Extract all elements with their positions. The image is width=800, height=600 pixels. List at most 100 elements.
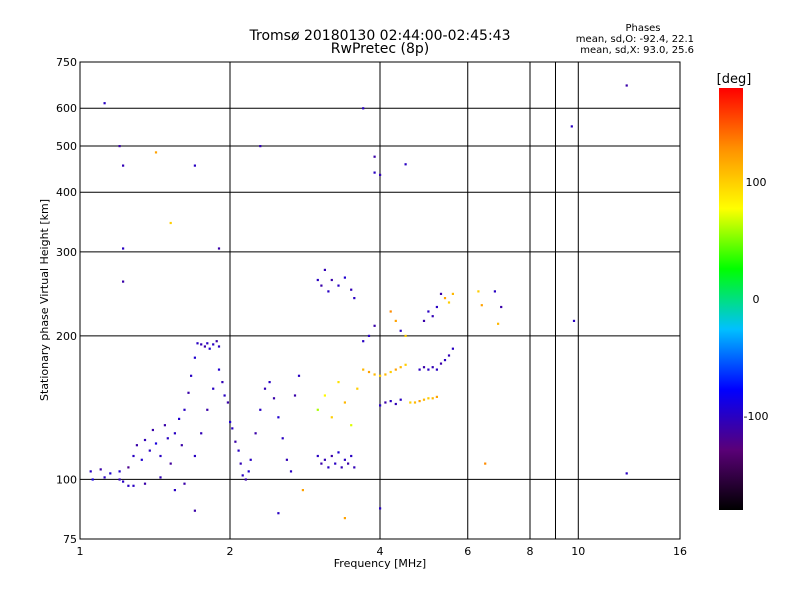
data-point: [122, 480, 125, 483]
data-point: [394, 368, 397, 371]
data-point: [196, 342, 199, 345]
data-point: [439, 362, 443, 365]
data-point: [169, 221, 172, 225]
data-point: [323, 268, 326, 271]
data-point: [259, 145, 262, 148]
data-point: [206, 342, 209, 345]
data-point: [127, 466, 130, 469]
data-point: [285, 458, 288, 461]
data-point: [316, 408, 319, 411]
stats-x-mode: mean, sd,X: 93.0, 25.6: [580, 45, 694, 56]
data-point: [362, 340, 365, 343]
data-point: [237, 449, 240, 452]
colorbar: [719, 88, 743, 510]
data-point: [193, 509, 196, 512]
data-point: [379, 374, 382, 377]
data-point: [367, 334, 371, 337]
data-point: [431, 366, 434, 369]
data-point: [226, 401, 229, 404]
data-point: [109, 472, 112, 475]
data-point: [263, 387, 267, 390]
data-point: [223, 394, 226, 397]
data-point: [353, 466, 356, 469]
y-tick-label: 600: [56, 102, 77, 115]
data-point: [350, 454, 353, 458]
data-point: [451, 347, 454, 350]
stats-header: Phases: [625, 23, 660, 34]
data-point: [443, 297, 447, 300]
data-point: [343, 517, 346, 520]
data-point: [289, 470, 293, 473]
data-point: [431, 397, 434, 400]
data-point: [135, 444, 138, 447]
data-point: [330, 454, 333, 458]
data-point: [379, 404, 382, 407]
data-point: [447, 301, 451, 304]
data-point: [239, 462, 242, 465]
data-point: [389, 400, 392, 403]
data-point: [493, 290, 496, 293]
data-point: [427, 368, 430, 371]
data-point: [221, 381, 224, 384]
data-point: [480, 304, 483, 307]
data-point: [143, 438, 147, 442]
data-point: [268, 381, 271, 384]
data-point: [247, 470, 250, 473]
data-point: [404, 334, 407, 337]
data-point: [443, 359, 447, 362]
data-point: [399, 329, 402, 332]
data-point: [259, 408, 262, 411]
y-tick-label: 75: [63, 533, 77, 546]
data-point: [497, 322, 500, 325]
data-point: [159, 454, 162, 458]
data-point: [190, 374, 193, 377]
data-point: [316, 454, 319, 458]
data-point: [320, 284, 323, 287]
x-tick-label: 10: [571, 545, 585, 558]
data-point: [379, 173, 382, 176]
y-tick-label: 300: [56, 246, 77, 259]
data-point: [347, 462, 350, 465]
data-point: [327, 466, 330, 469]
data-point: [384, 401, 387, 404]
data-point: [373, 155, 376, 158]
data-point: [154, 151, 158, 154]
colorbar-ticks: 100 0 -100: [744, 176, 769, 423]
data-point: [404, 363, 407, 366]
data-point: [173, 489, 176, 492]
data-point: [367, 370, 371, 374]
data-point: [118, 478, 121, 481]
data-point: [316, 278, 319, 282]
data-point: [389, 370, 392, 374]
data-point: [373, 171, 376, 174]
data-point: [103, 476, 106, 479]
data-point: [439, 292, 443, 295]
data-point: [327, 290, 330, 293]
data-point: [231, 427, 234, 430]
data-point: [143, 482, 147, 485]
y-tick-label: 400: [56, 186, 77, 199]
data-point: [418, 400, 421, 403]
data-point: [413, 401, 417, 404]
data-point: [215, 340, 218, 343]
colorbar-tick-label: 0: [753, 293, 760, 306]
data-point: [435, 305, 438, 309]
data-point: [379, 507, 382, 510]
data-point: [435, 368, 438, 371]
data-point: [431, 315, 434, 318]
data-point: [208, 347, 211, 350]
data-point: [427, 310, 430, 313]
stats-o-mode: mean, sd,O: -92.4, 22.1: [576, 34, 694, 45]
data-point: [229, 420, 232, 424]
data-point: [301, 489, 304, 492]
data-point: [183, 482, 186, 485]
data-point: [91, 478, 94, 481]
data-point: [422, 319, 426, 322]
data-point: [180, 444, 183, 447]
data-point: [343, 458, 346, 461]
data-point: [241, 474, 244, 477]
x-tick-label: 1: [77, 545, 84, 558]
data-point: [212, 387, 215, 390]
data-point: [350, 424, 353, 427]
